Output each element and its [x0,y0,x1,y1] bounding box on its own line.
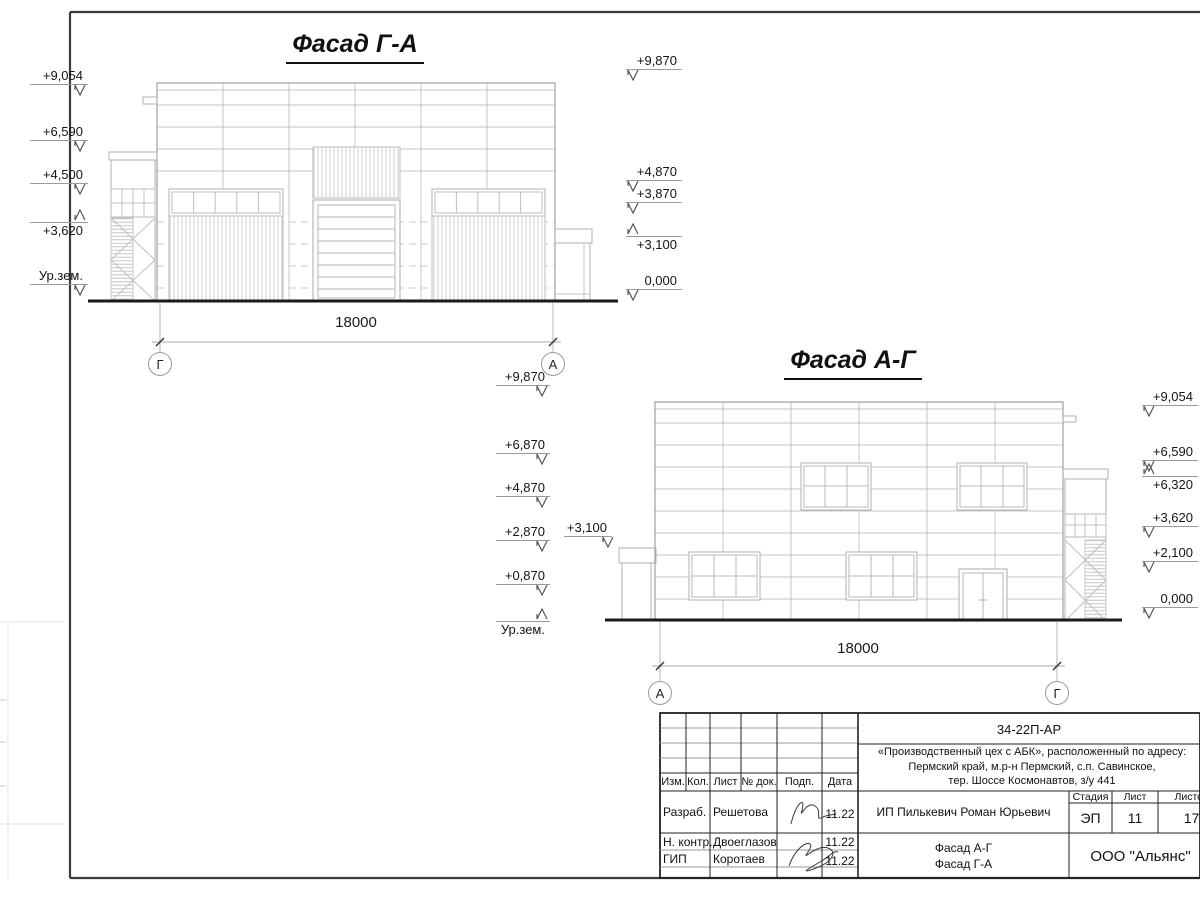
doc-code: 34-22П-АР [996,721,1062,737]
elevation-mark: +6,590 [30,125,88,152]
elevation-arrow-down-icon [74,84,86,96]
facade-ga-dimension [152,303,561,352]
elevation-mark: +4,500 [30,168,88,195]
project-address-line: Пермский край, м.р-н Пермский, с.п. Сави… [908,760,1156,773]
elevation-arrow-up-icon [536,608,548,620]
elevation-mark: +9,054 [30,69,88,96]
elevation-mark-ground: Ур.зем. [496,608,550,637]
sig-name: Коротаев [713,852,765,866]
sig-name: Решетова [713,805,769,819]
dimension-label-ag: 18000 [837,640,879,657]
drawing-titles: Фасад А-Г Фасад Г-А [858,836,1069,876]
axis-bubble-ga-right: А [541,352,565,376]
elevation-mark: +0,870 [496,569,550,596]
elevation-mark: +3,870 [626,187,682,214]
elevation-mark: +9,870 [626,54,682,81]
elevation-mark: +4,870 [626,165,682,192]
elevation-arrow-down-icon [627,69,639,81]
sig-role: Разраб. [663,805,707,819]
stage-header: Стадия [1072,791,1109,803]
sheet-header: Лист [1123,791,1147,803]
elevation-arrow-up-icon [74,209,86,221]
elevation-mark: +9,870 [496,370,550,397]
project-address: «Производственный цех с АБК», расположен… [860,745,1200,789]
drawing-title-line: Фасад А-Г [934,841,993,855]
elevation-arrow-up-icon [1143,463,1155,475]
dimension-label-ga: 18000 [335,314,377,331]
elevation-mark: +3,620 [30,209,88,238]
elevation-arrow-down-icon [74,140,86,152]
elevation-mark-ground: Ур.зем. [30,269,88,296]
sig-role: ГИП [663,852,687,866]
elevation-mark: +6,870 [496,438,550,465]
sheet-edge-artifacts [0,621,64,878]
sig-date: 11.22 [825,835,855,849]
facade-ag-dimension [652,622,1065,681]
elevation-arrow-down-icon [1143,405,1155,417]
elevation-arrow-down-icon [536,584,548,596]
stage-value: ЭП [1080,810,1101,826]
company-name: ООО "Альянс" [1090,847,1191,865]
facade-ga-drawing [108,82,593,302]
elevation-arrow-down-icon [536,496,548,508]
sheets-total: 17 [1183,810,1200,826]
elevation-mark: +2,100 [1142,546,1198,573]
facade-ag-drawing [618,401,1109,622]
elevation-mark: +2,870 [496,525,550,552]
elevation-arrow-down-icon [627,180,639,192]
axis-bubble-ag-left: А [648,681,672,705]
sig-date: 11.22 [825,854,855,868]
elevation-arrow-down-icon [74,284,86,296]
elevation-mark: +3,620 [1142,511,1198,538]
sheet-number: 11 [1127,810,1143,826]
col-header-list: Лист [713,776,738,788]
elevation-mark: +4,870 [496,481,550,508]
elevation-mark: +9,054 [1142,390,1198,417]
elevation-arrow-down-icon [1143,460,1155,472]
elevation-arrow-down-icon [1143,561,1155,573]
signature-scribbles [788,801,839,872]
axis-bubble-ga-left: Г [148,352,172,376]
elevation-mark: +3,100 [626,223,682,252]
col-header-izm: Изм. [661,776,685,788]
axis-bubble-ag-right: Г [1045,681,1069,705]
elevation-mark: 0,000 [1142,592,1198,619]
elevation-arrow-down-icon [627,202,639,214]
facade-ag-title-text: Фасад А-Г [784,346,922,380]
elevation-arrow-up-icon [627,223,639,235]
col-header-data: Дата [827,776,853,788]
client-name: ИП Пилькевич Роман Юрьевич [876,805,1051,819]
elevation-mark: +6,320 [1142,463,1198,492]
elevation-arrow-down-icon [1143,607,1155,619]
col-header-kol: Кол. [687,776,709,788]
sig-date: 11.22 [825,807,855,821]
title-block-grid [659,712,1200,879]
facade-ga-title: Фасад Г-А [240,30,470,64]
elevation-arrow-down-icon [74,183,86,195]
sig-role: Н. контр. [663,835,713,849]
project-address-line: тер. Шоссе Космонавтов, з/у 441 [948,775,1116,788]
sig-name: Двоеглазов [713,835,777,849]
elevation-arrow-down-icon [536,453,548,465]
elevation-mark-canopy: +3,100 [564,521,614,548]
elevation-arrow-down-icon [536,540,548,552]
col-header-dok: № док. [741,776,777,788]
elevation-arrow-down-icon [536,385,548,397]
elevation-arrow-down-icon [1143,526,1155,538]
drawing-title-line: Фасад Г-А [934,857,993,871]
elevation-arrow-down-icon [627,289,639,301]
col-header-podp: Подп. [784,776,815,788]
project-address-line: «Производственный цех с АБК», расположен… [877,746,1187,759]
elevation-arrow-down-icon [602,536,614,548]
elevation-mark: 0,000 [626,274,682,301]
elevation-mark: +6,590 [1142,445,1198,472]
sheets-header: Листов [1174,791,1200,803]
facade-ga-title-text: Фасад Г-А [286,30,424,64]
facade-ag-title: Фасад А-Г [738,346,968,380]
